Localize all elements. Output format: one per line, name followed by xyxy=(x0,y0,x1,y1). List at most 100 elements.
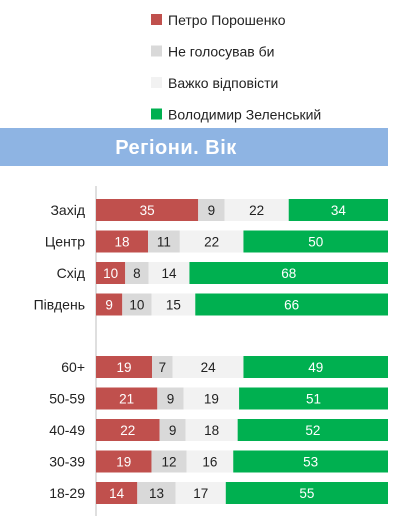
data-label: 15 xyxy=(166,298,181,313)
data-label: 55 xyxy=(299,486,314,501)
data-label: 50 xyxy=(308,235,323,250)
data-label: 9 xyxy=(167,392,175,407)
data-label: 10 xyxy=(129,298,144,313)
bar-segment-3 xyxy=(233,450,388,473)
bar-segment-1 xyxy=(157,387,184,410)
row-центр: Центр 18 11 22 50 xyxy=(45,230,388,253)
bar-segment-0 xyxy=(96,419,160,441)
legend-swatch-3 xyxy=(151,108,162,120)
bar-segment-1 xyxy=(198,199,225,221)
bar-segment-0 xyxy=(96,356,153,378)
data-label: 12 xyxy=(161,455,176,470)
data-label: 8 xyxy=(133,266,141,281)
category-label: Центр xyxy=(45,234,85,250)
data-label: 22 xyxy=(120,423,135,438)
data-label: 11 xyxy=(157,235,171,250)
data-label: 9 xyxy=(169,423,177,438)
bar-segment-0 xyxy=(96,230,149,253)
legend-label-0: Петро Порошенко xyxy=(168,12,286,28)
row-захід: Захід 35 9 22 34 xyxy=(50,199,388,221)
bar-rows: Захід 35 9 22 34 Центр 18 11 22 50 Схід 10 8 14 68 Півд… xyxy=(34,199,388,504)
legend-label-1: Не голосував би xyxy=(168,44,274,60)
category-label: Схід xyxy=(57,265,85,281)
data-label: 17 xyxy=(193,486,208,501)
data-label: 14 xyxy=(161,266,177,281)
bar-segment-3 xyxy=(243,356,388,378)
row-60+: 60+ 19 7 24 49 xyxy=(61,356,388,378)
title-band xyxy=(0,128,388,166)
legend-label-2: Важко відповісти xyxy=(168,75,278,91)
row-40-49: 40-49 22 9 18 52 xyxy=(49,419,388,441)
legend-swatch-1 xyxy=(151,45,162,57)
data-label: 22 xyxy=(204,235,219,250)
data-label: 68 xyxy=(281,266,296,281)
data-label: 19 xyxy=(204,392,219,407)
bar-segment-1 xyxy=(122,293,152,316)
bar-segment-2 xyxy=(186,450,234,473)
chart-title: Регіони. Вік xyxy=(115,137,237,159)
data-label: 19 xyxy=(117,360,132,375)
data-label: 49 xyxy=(308,360,323,375)
data-label: 35 xyxy=(140,203,155,218)
bar-segment-2 xyxy=(183,387,240,410)
bar-segment-2 xyxy=(175,482,226,504)
bar-segment-0 xyxy=(96,262,126,284)
bar-segment-3 xyxy=(288,199,388,221)
legend: Петро Порошенко Не голосував би Важко відп… xyxy=(151,12,321,123)
bar-segment-2 xyxy=(185,419,238,441)
bar-segment-2 xyxy=(151,293,196,316)
bar-segment-0 xyxy=(96,450,152,473)
data-label: 9 xyxy=(105,298,113,313)
category-label: 50-59 xyxy=(49,391,85,407)
data-label: 21 xyxy=(119,392,134,407)
bar-segment-2 xyxy=(224,199,289,221)
bar-segment-1 xyxy=(152,356,173,378)
category-label: 60+ xyxy=(61,359,85,375)
category-label: Захід xyxy=(50,202,85,218)
data-label: 9 xyxy=(208,203,216,218)
data-label: 22 xyxy=(249,203,264,218)
category-label: 18-29 xyxy=(49,485,85,501)
data-label: 18 xyxy=(115,235,130,250)
bar-segment-0 xyxy=(96,293,123,316)
bar-segment-3 xyxy=(243,230,388,253)
bar-segment-0 xyxy=(96,199,199,221)
data-label: 13 xyxy=(149,486,164,501)
data-label: 34 xyxy=(331,203,347,218)
data-label: 16 xyxy=(202,455,217,470)
bar-segment-3 xyxy=(195,293,388,316)
data-label: 24 xyxy=(201,360,217,375)
legend-swatch-0 xyxy=(151,14,162,25)
data-label: 66 xyxy=(284,298,299,313)
row-південь: Південь 9 10 15 66 xyxy=(34,293,388,316)
category-label: Південь xyxy=(34,297,85,313)
bar-segment-1 xyxy=(159,419,186,441)
bar-segment-1 xyxy=(125,262,149,284)
data-label: 14 xyxy=(109,486,125,501)
bar-segment-2 xyxy=(172,356,244,378)
legend-swatch-2 xyxy=(151,77,162,88)
bar-segment-3 xyxy=(239,387,388,410)
bar-segment-3 xyxy=(237,419,388,441)
bar-segment-3 xyxy=(189,262,388,284)
legend-label-3: Володимир Зеленський xyxy=(168,107,321,123)
bar-segment-1 xyxy=(137,482,176,504)
data-label: 53 xyxy=(303,455,318,470)
row-18-29: 18-29 14 13 17 55 xyxy=(49,482,388,504)
bar-segment-1 xyxy=(151,450,187,473)
bar-segment-2 xyxy=(179,230,244,253)
bar-segment-2 xyxy=(148,262,190,284)
data-label: 18 xyxy=(204,423,219,438)
row-50-59: 50-59 21 9 19 51 xyxy=(49,387,388,410)
data-label: 52 xyxy=(305,423,320,438)
data-label: 51 xyxy=(306,392,321,407)
bar-segment-0 xyxy=(96,482,138,504)
category-label: 40-49 xyxy=(49,422,85,438)
row-схід: Схід 10 8 14 68 xyxy=(57,262,388,284)
data-label: 19 xyxy=(116,455,131,470)
bar-segment-0 xyxy=(96,387,158,410)
data-label: 10 xyxy=(103,266,118,281)
bar-segment-3 xyxy=(225,482,388,504)
data-label: 7 xyxy=(159,360,167,375)
